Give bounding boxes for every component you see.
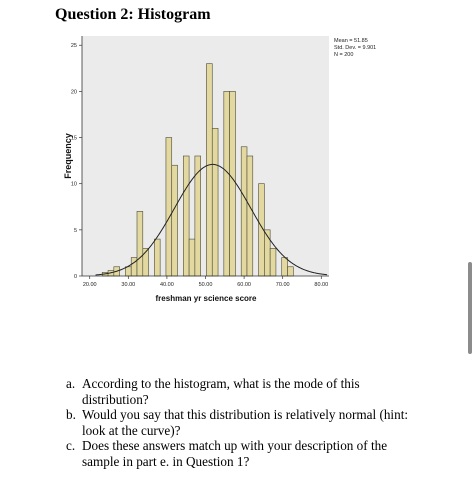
question-text: Does these answers match up with your de…	[82, 438, 388, 469]
question-marker: c.	[66, 438, 76, 453]
x-tick-label: 50.00	[199, 282, 213, 288]
histogram-bar	[136, 211, 144, 277]
histogram-bar	[229, 91, 236, 277]
x-tick-label: 60.00	[237, 282, 251, 288]
y-axis-ticks: 0 5 10 15 20 25	[71, 43, 82, 280]
histogram-bar	[171, 164, 178, 277]
x-axis-ticks: 20.00 30.00 40.00 50.00 60.00 70.00 80.00	[83, 276, 328, 288]
histogram-bar	[194, 155, 201, 277]
histogram-bar	[287, 266, 294, 277]
histogram-bar	[223, 91, 230, 277]
normal-curve	[95, 163, 328, 276]
histogram-bar	[264, 229, 271, 277]
question-list: a. According to the histogram, what is t…	[66, 376, 426, 469]
stats-mean: Mean = 51.85	[334, 38, 368, 44]
x-tick-label: 80.00	[314, 282, 328, 288]
question-text: Would you say that this distribution is …	[82, 407, 409, 438]
question-heading: Question 2: Histogram	[55, 6, 211, 23]
stats-std-dev: Std. Dev. = 9.901	[334, 45, 376, 51]
y-tick-label: 10	[71, 182, 77, 188]
question-marker: a.	[66, 376, 76, 391]
question-marker: b.	[66, 407, 76, 422]
histogram-bar	[240, 146, 248, 277]
scrollbar[interactable]	[468, 262, 472, 354]
y-axis-label: Frequency	[63, 133, 73, 179]
plot-background	[82, 36, 329, 276]
stats-n: N = 200	[334, 52, 353, 58]
question-item-c: c. Does these answers match up with your…	[66, 438, 426, 469]
question-text: According to the histogram, what is the …	[82, 376, 360, 407]
histogram-bar	[188, 238, 196, 277]
histogram-bar	[269, 248, 277, 277]
question-item-a: a. According to the histogram, what is t…	[66, 376, 426, 407]
histogram-bar	[154, 238, 161, 277]
histogram-bar	[211, 128, 219, 277]
histogram-bar	[183, 155, 190, 277]
y-tick-label: 15	[71, 136, 77, 142]
y-tick-label: 0	[74, 274, 77, 280]
histogram-bar	[281, 257, 288, 277]
y-tick-label: 5	[74, 228, 77, 234]
x-axis-label: freshman yr science score	[156, 294, 257, 303]
histogram-bar	[130, 257, 138, 277]
histogram-bar	[206, 63, 213, 277]
question-item-b: b. Would you say that this distribution …	[66, 407, 426, 438]
histogram-bar	[165, 137, 173, 277]
x-tick-label: 30.00	[121, 282, 135, 288]
y-tick-label: 25	[71, 43, 77, 49]
x-tick-label: 70.00	[276, 282, 290, 288]
x-tick-label: 40.00	[160, 282, 174, 288]
stats-box: Mean = 51.85 Std. Dev. = 9.901 N = 200	[334, 38, 376, 58]
y-tick-label: 20	[71, 89, 77, 95]
histogram-chart: 0 5 10 15 20 25 20.00 30.00 40.00 50.00 60.00 70.0…	[63, 36, 376, 303]
histogram-bar	[125, 266, 132, 277]
histogram-bar	[246, 155, 254, 277]
x-tick-label: 20.00	[83, 282, 97, 288]
